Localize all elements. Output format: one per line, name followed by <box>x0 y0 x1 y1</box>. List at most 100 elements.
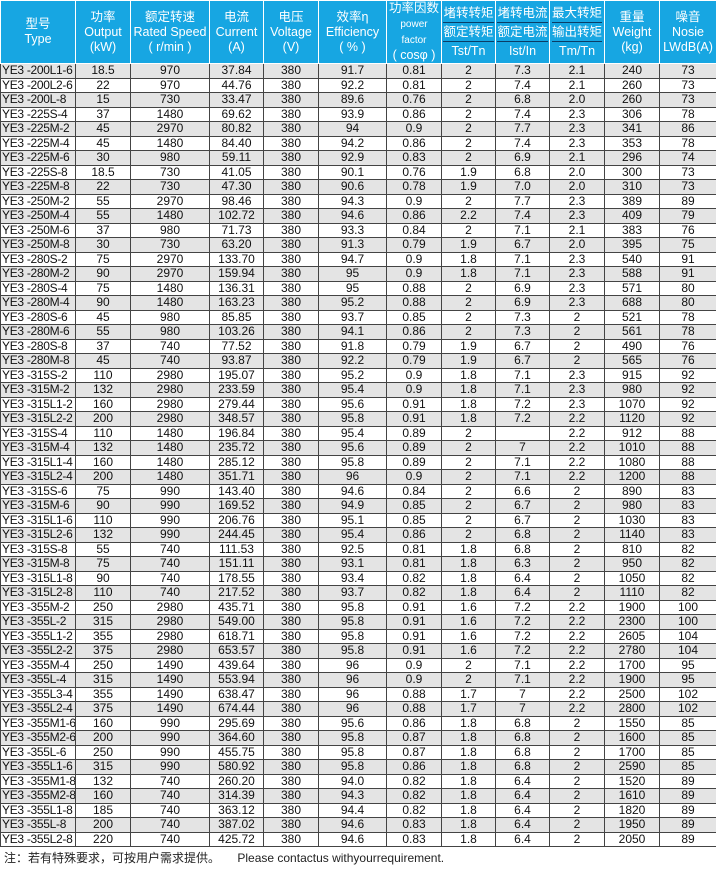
cell-tm-tn: 2.2 <box>549 454 605 470</box>
cell-current: 553.94 <box>209 672 264 688</box>
cell-tst-tn: 1.6 <box>441 643 496 659</box>
cell-ist-in: 7.3 <box>495 324 550 340</box>
cell-type: YE3 -225M-8 <box>0 179 76 195</box>
cell-noise: 88 <box>659 440 716 456</box>
cell-tm-tn: 2.1 <box>549 222 605 238</box>
cell-efficiency: 94.6 <box>318 831 387 847</box>
cell-weight: 2050 <box>604 831 660 847</box>
cell-type: YE3 -355M2-8 <box>0 788 76 804</box>
cell-voltage: 380 <box>263 251 319 267</box>
cell-tst-tn: 2 <box>441 454 496 470</box>
header-tm-tn: 最大转矩 输出转矩 Tm/Tn <box>549 0 605 64</box>
cell-ist-in: 6.4 <box>495 788 550 804</box>
header-text: Efficiency <box>325 24 380 39</box>
cell-noise: 75 <box>659 237 716 253</box>
footnote: 注：若有特殊要求，可按用户需求提供。 Please contactus with… <box>4 849 458 866</box>
cell-type: YE3 -355L-8 <box>0 817 76 833</box>
cell-rated-speed: 2980 <box>130 411 210 427</box>
cell-efficiency: 95.8 <box>318 643 387 659</box>
cell-tst-tn: 1.6 <box>441 599 496 615</box>
cell-efficiency: 94.4 <box>318 802 387 818</box>
cell-ist-in: 7.2 <box>495 628 550 644</box>
cell-type: YE3 -250M-2 <box>0 193 76 209</box>
cell-type: YE3 -355L-2 <box>0 614 76 630</box>
cell-current: 674.44 <box>209 701 264 717</box>
cell-noise: 73 <box>659 77 716 93</box>
cell-type: YE3 -355L-6 <box>0 744 76 760</box>
cell-noise: 95 <box>659 672 716 688</box>
cell-weight: 571 <box>604 280 660 296</box>
cell-current: 295.69 <box>209 715 264 731</box>
cell-rated-speed: 990 <box>130 527 210 543</box>
cell-output: 45 <box>75 121 131 137</box>
cell-power-factor: 0.89 <box>386 454 442 470</box>
header-text: Tst/Tn <box>451 43 486 58</box>
cell-rated-speed: 990 <box>130 730 210 746</box>
cell-current: 33.47 <box>209 92 264 108</box>
cell-current: 111.53 <box>209 541 264 557</box>
cell-noise: 85 <box>659 744 716 760</box>
cell-tm-tn: 2.3 <box>549 193 605 209</box>
header-text: power factor <box>400 19 428 46</box>
table-row: YE3 -355L2-8 220 740 425.72 380 94.6 0.83 1.8 6.… <box>0 831 716 847</box>
header-text: ( % ) <box>339 39 366 54</box>
cell-tst-tn: 2 <box>441 425 496 441</box>
cell-power-factor: 0.81 <box>386 556 442 572</box>
cell-tst-tn: 2 <box>441 440 496 456</box>
cell-tst-tn: 2 <box>441 295 496 311</box>
cell-voltage: 380 <box>263 440 319 456</box>
table-row: YE3 -315L2-6 132 990 244.45 380 95.4 0.86 2 6.8 2… <box>0 527 716 543</box>
cell-current: 439.64 <box>209 657 264 673</box>
header-text: 额定转速 <box>144 9 195 24</box>
cell-voltage: 380 <box>263 715 319 731</box>
cell-weight: 688 <box>604 295 660 311</box>
table-row: YE3 -355L-6 250 990 455.75 380 95.8 0.87 1.8 6.8… <box>0 744 716 760</box>
cell-power-factor: 0.87 <box>386 744 442 760</box>
cell-tst-tn: 1.8 <box>441 411 496 427</box>
cell-weight: 912 <box>604 425 660 441</box>
cell-noise: 83 <box>659 483 716 499</box>
cell-rated-speed: 980 <box>130 324 210 340</box>
cell-voltage: 380 <box>263 222 319 238</box>
header-text: (kW) <box>89 39 117 54</box>
table-row: YE3 -250M-6 37 980 71.73 380 93.3 0.84 2 7.1 2.1 3… <box>0 222 716 238</box>
cell-type: YE3 -225M-4 <box>0 135 76 151</box>
cell-power-factor: 0.91 <box>386 643 442 659</box>
cell-voltage: 380 <box>263 773 319 789</box>
cell-output: 15 <box>75 92 131 108</box>
cell-tm-tn: 2.3 <box>549 106 605 122</box>
cell-current: 85.85 <box>209 309 264 325</box>
cell-power-factor: 0.88 <box>386 280 442 296</box>
cell-power-factor: 0.82 <box>386 773 442 789</box>
cell-power-factor: 0.85 <box>386 512 442 528</box>
cell-efficiency: 94.1 <box>318 324 387 340</box>
cell-ist-in: 6.4 <box>495 570 550 586</box>
header-text: ( r/min ) <box>148 39 192 54</box>
cell-voltage: 380 <box>263 788 319 804</box>
cell-weight: 389 <box>604 193 660 209</box>
cell-efficiency: 96 <box>318 686 387 702</box>
cell-type: YE3 -250M-4 <box>0 208 76 224</box>
cell-tst-tn: 1.8 <box>441 759 496 775</box>
cell-weight: 2605 <box>604 628 660 644</box>
header-text: ( cosφ ) <box>392 48 436 62</box>
cell-current: 102.72 <box>209 208 264 224</box>
cell-output: 37 <box>75 106 131 122</box>
cell-ist-in: 7.1 <box>495 469 550 485</box>
cell-weight: 1600 <box>604 730 660 746</box>
cell-voltage: 380 <box>263 92 319 108</box>
cell-type: YE3 -355M1-8 <box>0 773 76 789</box>
cell-efficiency: 95.6 <box>318 715 387 731</box>
cell-output: 132 <box>75 440 131 456</box>
cell-current: 638.47 <box>209 686 264 702</box>
cell-noise: 85 <box>659 730 716 746</box>
cell-ist-in: 7.2 <box>495 411 550 427</box>
cell-voltage: 380 <box>263 585 319 601</box>
cell-ist-in: 6.8 <box>495 744 550 760</box>
cell-voltage: 380 <box>263 831 319 847</box>
table-row: YE3 -355L2-2 375 2980 653.57 380 95.8 0.91 1.6 7… <box>0 643 716 659</box>
cell-tst-tn: 1.8 <box>441 266 496 282</box>
header-text: Output <box>84 24 122 39</box>
cell-tm-tn: 2.3 <box>549 251 605 267</box>
cell-power-factor: 0.82 <box>386 802 442 818</box>
